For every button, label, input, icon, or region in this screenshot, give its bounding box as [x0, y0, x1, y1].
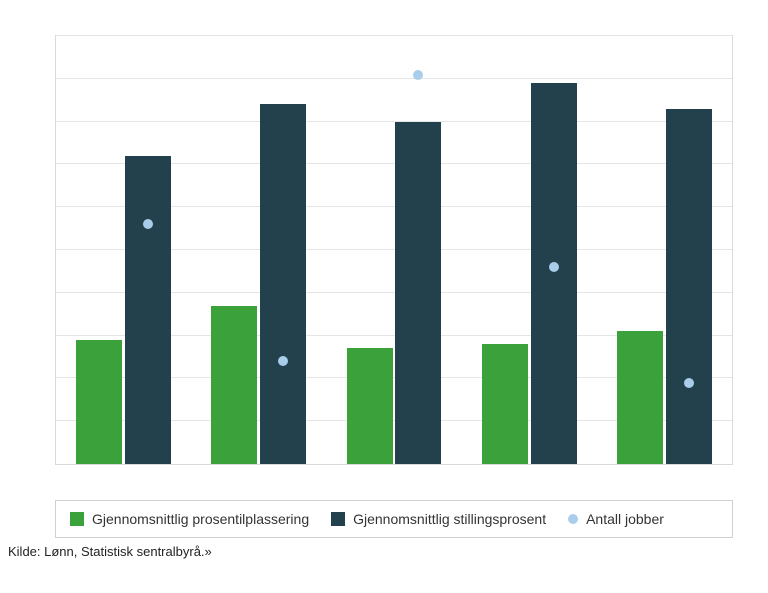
legend-item: Antall jobber — [568, 511, 664, 527]
scatter-dot — [549, 262, 559, 272]
legend-item: Gjennomsnittlig prosentilplassering — [70, 511, 309, 527]
bar-percentile — [347, 348, 393, 464]
scatter-dot — [143, 219, 153, 229]
bar-stillings — [666, 109, 712, 464]
gridline — [56, 78, 732, 79]
bar-percentile — [617, 331, 663, 464]
legend-label: Gjennomsnittlig prosentilplassering — [92, 511, 309, 527]
source-line: Kilde: Lønn, Statistisk sentralbyrå.» — [8, 544, 768, 559]
bar-stillings — [531, 83, 577, 464]
legend-square-icon — [70, 512, 84, 526]
gridline — [56, 121, 732, 122]
legend-label: Gjennomsnittlig stillingsprosent — [353, 511, 546, 527]
scatter-dot — [413, 70, 423, 80]
legend-item: Gjennomsnittlig stillingsprosent — [331, 511, 546, 527]
bar-stillings — [260, 104, 306, 464]
bar-percentile — [482, 344, 528, 464]
bar-percentile — [76, 340, 122, 464]
legend-dot-icon — [568, 514, 578, 524]
bar-stillings — [395, 122, 441, 464]
scatter-dot — [278, 356, 288, 366]
bar-percentile — [211, 306, 257, 464]
chart-container — [55, 35, 733, 465]
scatter-dot — [684, 378, 694, 388]
legend-label: Antall jobber — [586, 511, 664, 527]
bar-stillings — [125, 156, 171, 464]
legend-square-icon — [331, 512, 345, 526]
legend: Gjennomsnittlig prosentilplassering Gjenn… — [55, 500, 733, 538]
gridline — [56, 35, 732, 36]
plot-area — [55, 35, 733, 465]
